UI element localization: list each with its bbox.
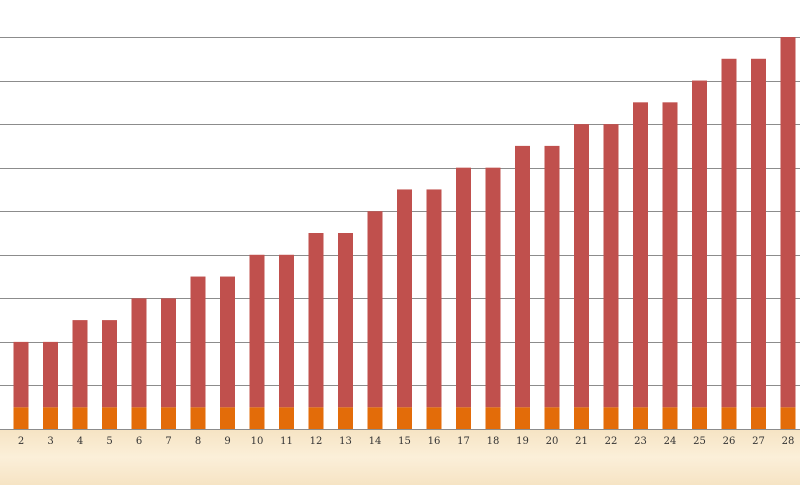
bar-segment-base bbox=[426, 407, 442, 429]
bar-segment-top bbox=[780, 37, 796, 408]
x-tick-label: 14 bbox=[369, 436, 382, 447]
x-tick-label: 10 bbox=[251, 436, 264, 447]
bar-segment-top bbox=[456, 167, 471, 408]
bar-segment-top bbox=[161, 298, 176, 408]
bar-segment-base bbox=[131, 407, 147, 429]
x-tick-label: 26 bbox=[723, 436, 736, 447]
x-tick-label: 18 bbox=[487, 436, 500, 447]
bar-segment-top bbox=[397, 189, 412, 408]
bar-segment-top bbox=[633, 102, 648, 408]
bar-segment-base bbox=[603, 407, 619, 429]
bar-segment-base bbox=[338, 407, 353, 429]
bar-segment-base bbox=[456, 407, 471, 429]
x-tick-label: 25 bbox=[693, 436, 706, 447]
x-tick-label: 11 bbox=[280, 436, 293, 447]
bar-segment-top bbox=[367, 211, 383, 408]
x-tick-label: 22 bbox=[605, 436, 618, 447]
x-tick-label: 9 bbox=[224, 436, 230, 447]
bar-segment-base bbox=[662, 407, 678, 429]
x-tick-label: 6 bbox=[136, 436, 142, 447]
x-tick-label: 17 bbox=[457, 436, 470, 447]
bar-segment-top bbox=[426, 189, 442, 408]
bar-segment-base bbox=[249, 407, 265, 429]
bar-segment-top bbox=[515, 145, 530, 408]
bar-segment-top bbox=[13, 341, 29, 408]
bar-segment-top bbox=[544, 145, 560, 408]
x-axis-tick-labels: 2 3 4 5 6 7 8 9 10 11 12 13 14 15 16 17 18 19 20 21 22 23 24 25… bbox=[18, 436, 795, 447]
bar-segment-top bbox=[721, 58, 737, 408]
x-tick-label: 20 bbox=[546, 436, 559, 447]
bar-segment-base bbox=[308, 407, 324, 429]
bar-segment-base bbox=[279, 407, 294, 429]
bar-segment-top bbox=[662, 102, 678, 408]
bar-segment-top bbox=[603, 124, 619, 408]
bar-segment-base bbox=[515, 407, 530, 429]
bar-segment-top bbox=[751, 58, 766, 408]
x-tick-label: 2 bbox=[18, 436, 24, 447]
x-tick-label: 24 bbox=[664, 436, 677, 447]
bar-segment-top bbox=[102, 320, 117, 408]
bar-segment-base bbox=[751, 407, 766, 429]
bar-segment-base bbox=[161, 407, 176, 429]
x-tick-label: 23 bbox=[634, 436, 647, 447]
bar-segment-base bbox=[544, 407, 560, 429]
x-tick-label: 4 bbox=[77, 436, 83, 447]
bar-segment-base bbox=[190, 407, 206, 429]
x-tick-label: 15 bbox=[398, 436, 411, 447]
x-tick-label: 5 bbox=[106, 436, 112, 447]
bar-segment-base bbox=[780, 407, 796, 429]
bar-segment-base bbox=[13, 407, 29, 429]
x-tick-label: 7 bbox=[165, 436, 171, 447]
x-tick-label: 28 bbox=[782, 436, 795, 447]
bar-segment-top bbox=[131, 298, 147, 408]
bar-segment-base bbox=[367, 407, 383, 429]
bar-segment-base bbox=[692, 407, 707, 429]
bar-segment-top bbox=[190, 276, 206, 408]
bar-segment-top bbox=[249, 254, 265, 408]
x-tick-label: 12 bbox=[310, 436, 323, 447]
bar-segment-top bbox=[692, 80, 707, 408]
chart-floor-background bbox=[0, 430, 800, 485]
bar-segment-base bbox=[43, 407, 58, 429]
bar-segment-top bbox=[308, 233, 324, 408]
x-tick-label: 19 bbox=[516, 436, 529, 447]
x-tick-label: 8 bbox=[195, 436, 201, 447]
x-tick-label: 13 bbox=[339, 436, 352, 447]
bar-segment-base bbox=[72, 407, 88, 429]
bar-segment-base bbox=[633, 407, 648, 429]
bar-segment-top bbox=[72, 320, 88, 408]
x-tick-label: 16 bbox=[428, 436, 441, 447]
bar-segment-top bbox=[279, 254, 294, 408]
x-tick-label: 3 bbox=[47, 436, 53, 447]
x-tick-label: 21 bbox=[575, 436, 588, 447]
bar-segment-top bbox=[338, 233, 353, 408]
bar-segment-top bbox=[43, 341, 58, 408]
bar-segment-base bbox=[485, 407, 501, 429]
bar-segment-base bbox=[721, 407, 737, 429]
bar-segment-base bbox=[397, 407, 412, 429]
bar-segment-top bbox=[574, 124, 589, 408]
x-tick-label: 27 bbox=[752, 436, 765, 447]
bar-segment-top bbox=[485, 167, 501, 408]
bar-segment-base bbox=[574, 407, 589, 429]
bar-segment-base bbox=[220, 407, 235, 429]
bar-segment-top bbox=[220, 276, 235, 408]
bar-segment-base bbox=[102, 407, 117, 429]
bars bbox=[13, 37, 796, 429]
